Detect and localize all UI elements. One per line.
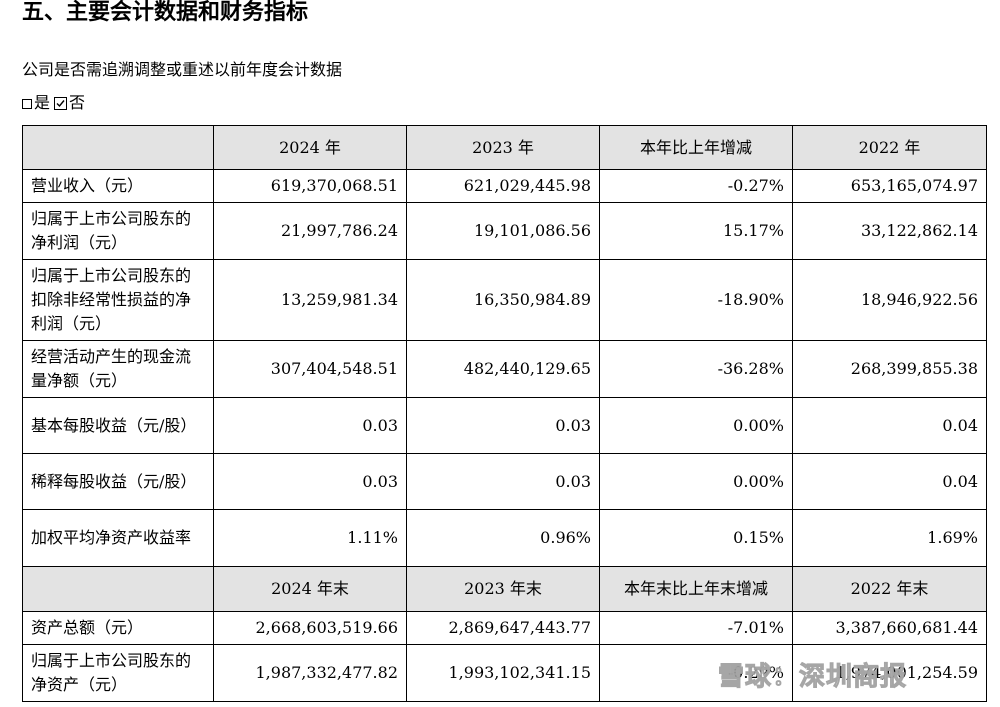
value-cell: 653,165,074.97 [792, 169, 987, 203]
header-cell: 2024 年 [213, 125, 407, 170]
value-cell: -7.01% [599, 611, 793, 645]
table-row: 基本每股收益（元/股） 0.03 0.03 0.00% 0.04 [22, 397, 987, 454]
row-label: 基本每股收益（元/股） [22, 397, 214, 454]
value-cell: 619,370,068.51 [213, 169, 407, 203]
row-label: 加权平均净资产收益率 [22, 509, 214, 567]
value-cell: 0.04 [792, 453, 987, 510]
value-cell: 16,350,984.89 [406, 259, 600, 341]
header-blank-cell [22, 125, 214, 170]
value-cell: 13,259,981.34 [213, 259, 407, 341]
table-row: 资产总额（元） 2,668,603,519.66 2,869,647,443.7… [22, 611, 987, 645]
subheader-blank-cell [22, 566, 214, 612]
table-row: 归属于上市公司股东的扣除非经常性损益的净利润（元） 13,259,981.34 … [22, 259, 987, 341]
checked-box-icon [54, 96, 68, 110]
value-cell: 1,987,332,477.82 [213, 644, 407, 702]
value-cell: 0.03 [406, 397, 600, 454]
value-cell: 0.00% [599, 453, 793, 510]
value-cell: 21,997,786.24 [213, 202, 407, 260]
value-cell: -0.29% [599, 644, 793, 702]
subheader-cell: 2024 年末 [213, 566, 407, 612]
table-row: 经营活动产生的现金流量净额（元） 307,404,548.51 482,440,… [22, 340, 987, 398]
table-row: 归属于上市公司股东的净利润（元） 21,997,786.24 19,101,08… [22, 202, 987, 260]
row-label: 稀释每股收益（元/股） [22, 453, 214, 510]
row-label: 资产总额（元） [22, 611, 214, 645]
value-cell: 0.04 [792, 397, 987, 454]
unchecked-box-icon [22, 99, 32, 109]
value-cell: 0.03 [213, 397, 407, 454]
table-row: 归属于上市公司股东的净资产（元） 1,987,332,477.82 1,993,… [22, 644, 987, 702]
financial-indicators-table: 2024 年 2023 年 本年比上年增减 2022 年 营业收入（元） 619… [22, 125, 987, 702]
restatement-question: 公司是否需追溯调整或重述以前年度会计数据 [22, 60, 343, 79]
value-cell: 1.69% [792, 509, 987, 567]
value-cell: 2,869,647,443.77 [406, 611, 600, 645]
header-cell: 2022 年 [792, 125, 987, 170]
value-cell: 268,399,855.38 [792, 340, 987, 398]
header-cell: 2023 年 [406, 125, 600, 170]
value-cell: 1,993,102,341.15 [406, 644, 600, 702]
option-no-label: 否 [69, 93, 86, 112]
subheader-cell: 2023 年末 [406, 566, 600, 612]
header-cell: 本年比上年增减 [599, 125, 793, 170]
value-cell: 0.96% [406, 509, 600, 567]
table-row: 营业收入（元） 619,370,068.51 621,029,445.98 -0… [22, 169, 987, 203]
row-label: 归属于上市公司股东的净资产（元） [22, 644, 214, 702]
value-cell: 0.03 [406, 453, 600, 510]
table-row: 稀释每股收益（元/股） 0.03 0.03 0.00% 0.04 [22, 453, 987, 510]
subheader-cell: 2022 年末 [792, 566, 987, 612]
value-cell: -36.28% [599, 340, 793, 398]
value-cell: 0.03 [213, 453, 407, 510]
subheader-cell: 本年末比上年末增减 [599, 566, 793, 612]
table-header-row: 2024 年 2023 年 本年比上年增减 2022 年 [22, 125, 987, 170]
value-cell: 18,946,922.56 [792, 259, 987, 341]
value-cell: 307,404,548.51 [213, 340, 407, 398]
watermark-text: 雪球：深圳商报 [717, 662, 908, 693]
value-cell: -0.27% [599, 169, 793, 203]
row-label: 营业收入（元） [22, 169, 214, 203]
table-subheader-row: 2024 年末 2023 年末 本年末比上年末增减 2022 年末 [22, 566, 987, 612]
value-cell: 19,101,086.56 [406, 202, 600, 260]
value-cell: 15.17% [599, 202, 793, 260]
value-cell: 2,668,603,519.66 [213, 611, 407, 645]
row-label: 经营活动产生的现金流量净额（元） [22, 340, 214, 398]
row-label: 归属于上市公司股东的净利润（元） [22, 202, 214, 260]
value-cell: 482,440,129.65 [406, 340, 600, 398]
value-cell: -18.90% [599, 259, 793, 341]
value-cell: 0.15% [599, 509, 793, 567]
restatement-options: 是 否 [22, 92, 85, 114]
value-cell: 33,122,862.14 [792, 202, 987, 260]
value-cell: 0.00% [599, 397, 793, 454]
option-yes-label: 是 [34, 93, 51, 112]
row-label: 归属于上市公司股东的扣除非经常性损益的净利润（元） [22, 259, 214, 341]
value-cell: 3,387,660,681.44 [792, 611, 987, 645]
value-cell: 1.11% [213, 509, 407, 567]
value-cell: 1,974,001,254.59 [792, 644, 987, 702]
table-row: 加权平均净资产收益率 1.11% 0.96% 0.15% 1.69% [22, 509, 987, 567]
section-heading: 五、主要会计数据和财务指标 [22, 0, 309, 25]
value-cell: 621,029,445.98 [406, 169, 600, 203]
